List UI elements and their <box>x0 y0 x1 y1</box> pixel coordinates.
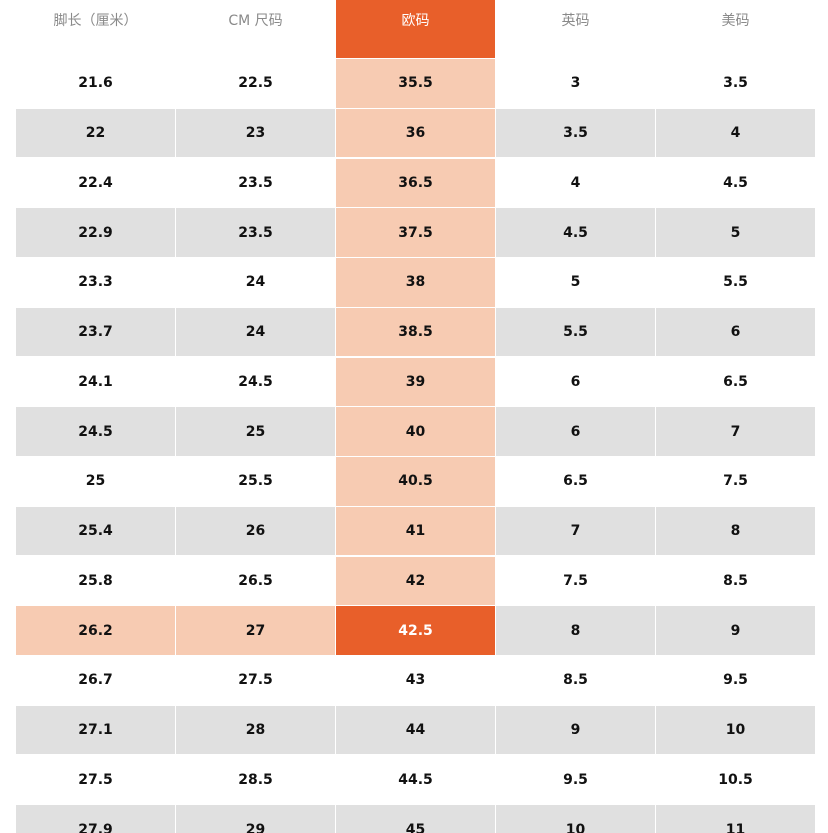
table-cell: 41 <box>336 506 495 556</box>
table-cell: 24.5 <box>16 407 175 456</box>
table-cell: 10 <box>656 705 815 755</box>
table-cell: 6 <box>496 407 655 456</box>
table-cell: 29 <box>176 805 335 833</box>
table-cell: 22.9 <box>16 208 175 257</box>
table-cell: 3.5 <box>496 108 655 158</box>
table-cell: 27.5 <box>176 656 335 705</box>
table-cell: 23.5 <box>176 208 335 257</box>
table-cell: 9.5 <box>656 656 815 705</box>
table-cell: 38.5 <box>336 307 495 357</box>
table-cell: 36.5 <box>336 158 495 207</box>
table-cell: 27.1 <box>16 705 175 755</box>
table-cell: 4.5 <box>496 208 655 257</box>
table-cell: 5.5 <box>656 258 815 307</box>
table-cell: 23.5 <box>176 158 335 207</box>
table-cell: 27.9 <box>16 805 175 833</box>
table-cell: 38 <box>336 258 495 307</box>
table-cell: 42.5 <box>336 606 495 655</box>
table-cell: 26 <box>176 506 335 556</box>
table-cell: 26.5 <box>176 556 335 605</box>
table-cell: 8 <box>656 506 815 556</box>
table-cell: 27.5 <box>16 755 175 804</box>
column-header: 美码 <box>721 13 750 29</box>
table-cell: 23.3 <box>16 258 175 307</box>
table-cell: 28.5 <box>176 755 335 804</box>
table-cell: 39 <box>336 357 495 406</box>
table-cell: 24 <box>176 258 335 307</box>
table-cell: 22.5 <box>176 59 335 108</box>
table-cell: 7 <box>656 407 815 456</box>
table-cell: 22 <box>16 108 175 158</box>
table-cell: 6.5 <box>656 357 815 406</box>
column-header: 英码 <box>561 13 590 29</box>
table-cell: 45 <box>336 805 495 833</box>
table-cell: 4 <box>496 158 655 207</box>
table-cell: 25 <box>16 457 175 506</box>
table-cell: 4 <box>656 108 815 158</box>
column-header: CM 尺码 <box>228 13 283 29</box>
table-cell: 5 <box>656 208 815 257</box>
table-cell: 21.6 <box>16 59 175 108</box>
table-cell: 25.5 <box>176 457 335 506</box>
table-cell: 25.8 <box>16 556 175 605</box>
table-cell: 5 <box>496 258 655 307</box>
table-cell: 25 <box>176 407 335 456</box>
table-cell: 9.5 <box>496 755 655 804</box>
table-cell: 42 <box>336 556 495 605</box>
table-cell: 7.5 <box>496 556 655 605</box>
table-cell: 24.5 <box>176 357 335 406</box>
table-cell: 9 <box>656 606 815 655</box>
table-cell: 8.5 <box>656 556 815 605</box>
table-cell: 44.5 <box>336 755 495 804</box>
table-cell: 7.5 <box>656 457 815 506</box>
table-cell: 23 <box>176 108 335 158</box>
table-cell: 9 <box>496 705 655 755</box>
table-cell: 40 <box>336 407 495 456</box>
table-cell: 35.5 <box>336 59 495 108</box>
table-cell: 22.4 <box>16 158 175 207</box>
table-cell: 3.5 <box>656 59 815 108</box>
table-cell: 8 <box>496 606 655 655</box>
table-cell: 10 <box>496 805 655 833</box>
table-cell: 6 <box>656 307 815 357</box>
table-cell: 24 <box>176 307 335 357</box>
table-cell: 7 <box>496 506 655 556</box>
table-cell: 37.5 <box>336 208 495 257</box>
table-cell: 3 <box>496 59 655 108</box>
table-cell: 8.5 <box>496 656 655 705</box>
table-cell: 10.5 <box>656 755 815 804</box>
table-cell: 24.1 <box>16 357 175 406</box>
table-cell: 25.4 <box>16 506 175 556</box>
table-cell: 6 <box>496 357 655 406</box>
table-cell: 28 <box>176 705 335 755</box>
table-cell: 36 <box>336 108 495 158</box>
table-cell: 27 <box>176 606 335 655</box>
table-cell: 26.7 <box>16 656 175 705</box>
table-cell: 44 <box>336 705 495 755</box>
table-cell: 6.5 <box>496 457 655 506</box>
table-cell: 5.5 <box>496 307 655 357</box>
table-cell: 4.5 <box>656 158 815 207</box>
column-header: 脚长（厘米） <box>53 13 138 29</box>
table-cell: 40.5 <box>336 457 495 506</box>
table-cell: 26.2 <box>16 606 175 655</box>
table-cell: 23.7 <box>16 307 175 357</box>
table-cell: 11 <box>656 805 815 833</box>
column-header: 欧码 <box>336 0 495 58</box>
table-cell: 43 <box>336 656 495 705</box>
